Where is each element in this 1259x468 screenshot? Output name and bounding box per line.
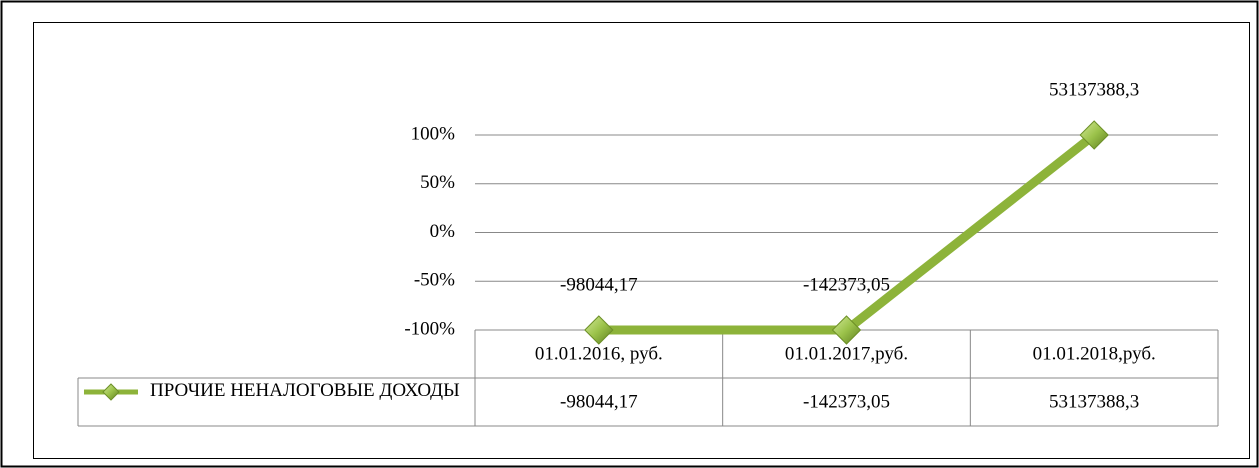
table-value: -98044,17 xyxy=(560,391,638,412)
data-label: -142373,05 xyxy=(803,274,890,295)
y-tick-label: -100% xyxy=(404,318,455,339)
x-tick-label: 01.01.2017,руб. xyxy=(785,343,908,364)
legend-marker xyxy=(102,383,120,401)
data-label: -98044,17 xyxy=(560,274,638,295)
data-label: 53137388,3 xyxy=(1049,79,1139,100)
x-tick-label: 01.01.2016, руб. xyxy=(535,343,663,364)
y-tick-label: 50% xyxy=(420,172,455,193)
y-tick-label: 0% xyxy=(430,221,456,242)
data-point xyxy=(584,315,614,345)
legend-box: ПРОЧИЕ НЕНАЛОГОВЫЕ ДОХОДЫ xyxy=(150,380,460,401)
x-tick-label: 01.01.2018,руб. xyxy=(1033,343,1156,364)
y-tick-label: -50% xyxy=(414,270,455,291)
y-tick-label: 100% xyxy=(411,123,456,144)
table-value: -142373,05 xyxy=(803,391,890,412)
table-value: 53137388,3 xyxy=(1049,391,1139,412)
data-point xyxy=(831,315,862,345)
data-point xyxy=(1079,120,1109,150)
legend-label: ПРОЧИЕ НЕНАЛОГОВЫЕ ДОХОДЫ xyxy=(150,380,460,401)
chart-frame xyxy=(33,22,1250,459)
